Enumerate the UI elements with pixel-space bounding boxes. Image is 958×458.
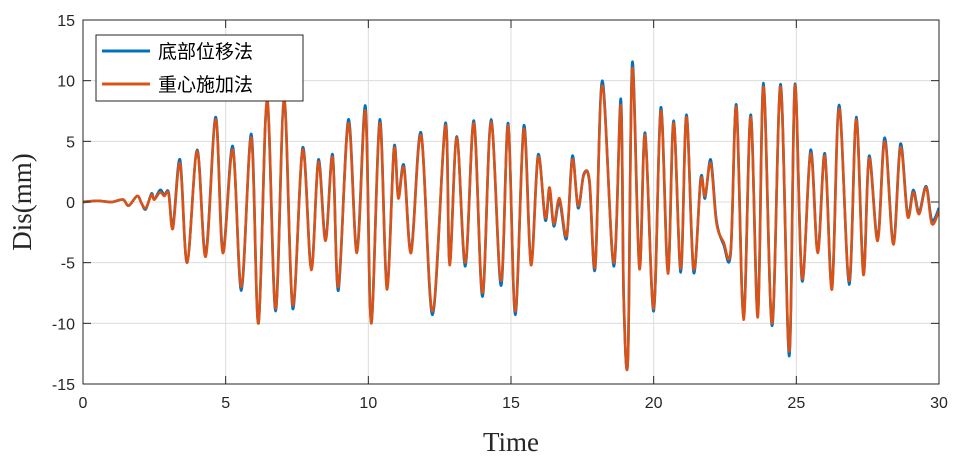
x-tick-label: 10 <box>359 395 377 412</box>
axis-ticks: 0 5 10 15 20 25 30 -15 -10 -5 0 5 10 15 <box>52 13 948 412</box>
x-tick-label: 5 <box>221 395 230 412</box>
x-tick-label: 15 <box>502 395 520 412</box>
legend: 底部位移法 重心施加法 <box>95 34 304 102</box>
x-tick-label: 25 <box>787 395 805 412</box>
y-tick-label: -15 <box>52 377 75 394</box>
y-tick-label: -10 <box>52 316 75 333</box>
y-tick-label: 15 <box>57 13 75 30</box>
x-tick-label: 20 <box>645 395 663 412</box>
x-tick-label: 30 <box>930 395 948 412</box>
y-tick-label: 10 <box>57 74 75 91</box>
series-layer <box>83 60 939 372</box>
legend-label-bottom-displacement: 底部位移法 <box>158 41 253 63</box>
y-tick-label: 0 <box>66 195 75 212</box>
legend-label-center-of-gravity: 重心施加法 <box>158 74 253 96</box>
x-tick-label: 0 <box>79 395 88 412</box>
x-axis-title: Time <box>483 427 539 457</box>
series-line-center-of-gravity <box>83 66 939 372</box>
y-tick-label: -5 <box>61 256 75 273</box>
y-tick-label: 5 <box>66 134 75 151</box>
y-axis-title: Dis(mm) <box>7 153 37 251</box>
legend-box <box>95 34 304 102</box>
